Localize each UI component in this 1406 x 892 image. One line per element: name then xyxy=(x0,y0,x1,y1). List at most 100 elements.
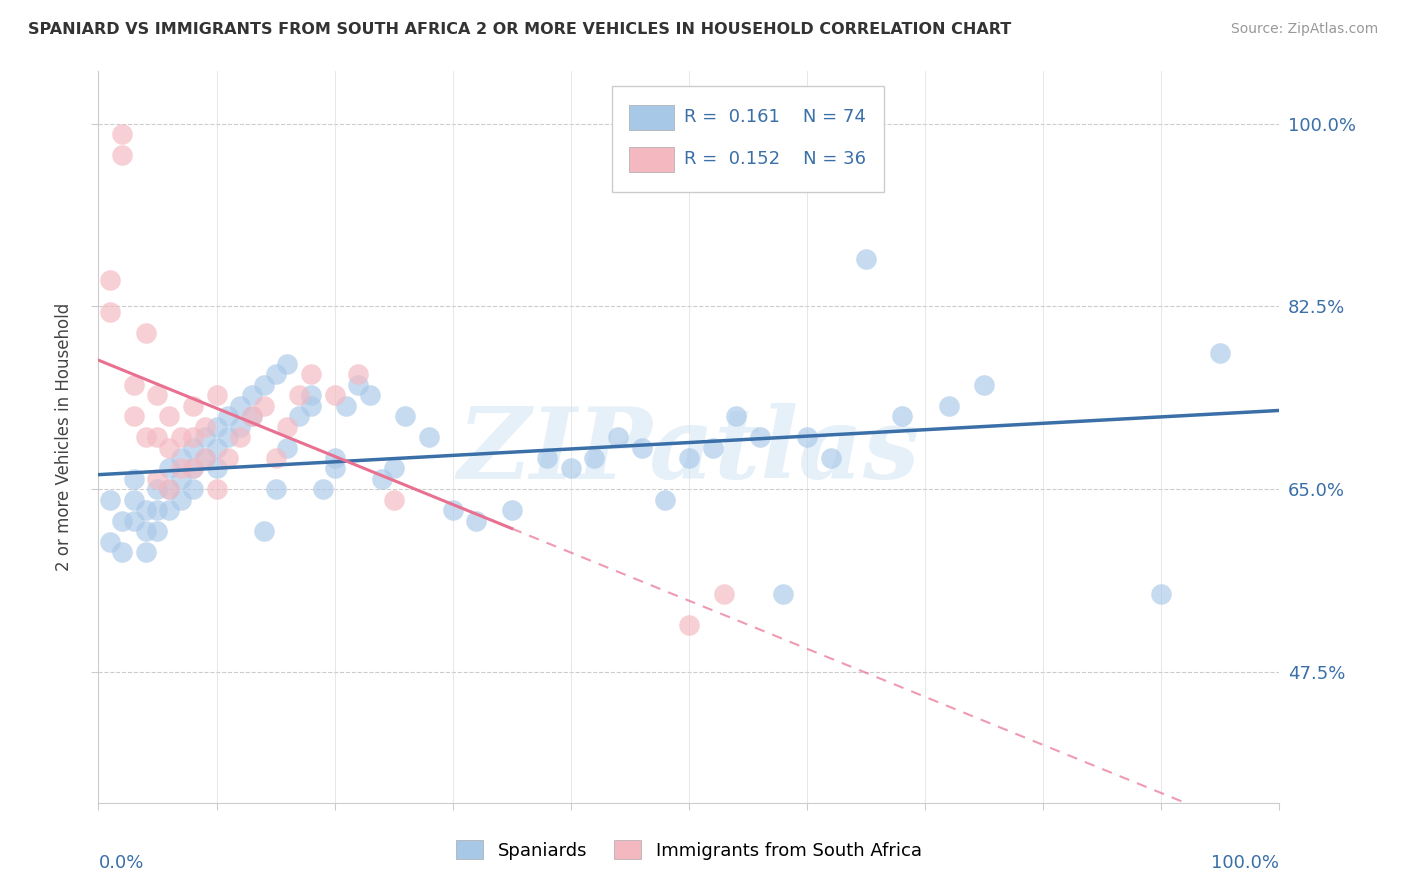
FancyBboxPatch shape xyxy=(628,105,673,130)
Point xyxy=(146,503,169,517)
Text: Source: ZipAtlas.com: Source: ZipAtlas.com xyxy=(1230,22,1378,37)
Point xyxy=(111,545,134,559)
Point xyxy=(418,430,440,444)
Point xyxy=(725,409,748,424)
Point xyxy=(181,430,204,444)
Point xyxy=(146,483,169,497)
Point xyxy=(205,483,228,497)
Point xyxy=(122,514,145,528)
Text: 100.0%: 100.0% xyxy=(1212,854,1279,872)
Point xyxy=(855,252,877,267)
Point xyxy=(135,524,157,538)
Point xyxy=(312,483,335,497)
Point xyxy=(229,399,252,413)
Point xyxy=(170,430,193,444)
Point xyxy=(135,545,157,559)
Point xyxy=(170,450,193,465)
Point xyxy=(276,419,298,434)
FancyBboxPatch shape xyxy=(628,146,673,171)
Point xyxy=(1209,346,1232,360)
Point xyxy=(276,441,298,455)
Point xyxy=(678,618,700,632)
Point xyxy=(441,503,464,517)
Point xyxy=(217,409,239,424)
Point xyxy=(157,503,180,517)
Point xyxy=(146,388,169,402)
Point xyxy=(276,357,298,371)
Point xyxy=(98,273,121,287)
Point xyxy=(122,472,145,486)
Point xyxy=(253,524,276,538)
Point xyxy=(157,483,180,497)
Point xyxy=(181,461,204,475)
Point xyxy=(382,461,405,475)
Point xyxy=(820,450,842,465)
Point xyxy=(98,534,121,549)
Point xyxy=(465,514,488,528)
Point xyxy=(111,127,134,141)
Point xyxy=(264,483,287,497)
FancyBboxPatch shape xyxy=(612,86,884,192)
Point xyxy=(299,399,322,413)
Point xyxy=(217,450,239,465)
Point xyxy=(288,388,311,402)
Point xyxy=(607,430,630,444)
Point xyxy=(394,409,416,424)
Point xyxy=(1150,587,1173,601)
Point xyxy=(194,419,217,434)
Point xyxy=(702,441,724,455)
Text: R =  0.161    N = 74: R = 0.161 N = 74 xyxy=(685,109,866,127)
Text: ZIPatlas: ZIPatlas xyxy=(458,403,920,500)
Point xyxy=(111,514,134,528)
Point xyxy=(253,377,276,392)
Point xyxy=(583,450,606,465)
Point xyxy=(654,492,676,507)
Text: SPANIARD VS IMMIGRANTS FROM SOUTH AFRICA 2 OR MORE VEHICLES IN HOUSEHOLD CORRELA: SPANIARD VS IMMIGRANTS FROM SOUTH AFRICA… xyxy=(28,22,1011,37)
Point xyxy=(560,461,582,475)
Point xyxy=(98,304,121,318)
Point xyxy=(382,492,405,507)
Point xyxy=(253,399,276,413)
Point xyxy=(157,409,180,424)
Point xyxy=(205,419,228,434)
Point xyxy=(335,399,357,413)
Point xyxy=(122,492,145,507)
Point xyxy=(205,441,228,455)
Point xyxy=(205,461,228,475)
Point xyxy=(630,441,652,455)
Point xyxy=(713,587,735,601)
Point xyxy=(194,430,217,444)
Point xyxy=(678,450,700,465)
Point xyxy=(347,368,370,382)
Point xyxy=(170,461,193,475)
Point xyxy=(194,450,217,465)
Point xyxy=(135,503,157,517)
Point xyxy=(217,430,239,444)
Point xyxy=(146,430,169,444)
Point xyxy=(181,483,204,497)
Point xyxy=(240,388,263,402)
Point xyxy=(98,492,121,507)
Point xyxy=(299,388,322,402)
Point xyxy=(973,377,995,392)
Point xyxy=(264,450,287,465)
Point xyxy=(323,461,346,475)
Point xyxy=(323,450,346,465)
Point xyxy=(170,492,193,507)
Point xyxy=(371,472,394,486)
Point xyxy=(122,377,145,392)
Point xyxy=(135,326,157,340)
Point xyxy=(194,450,217,465)
Point xyxy=(205,388,228,402)
Point xyxy=(347,377,370,392)
Point xyxy=(748,430,770,444)
Text: R =  0.152    N = 36: R = 0.152 N = 36 xyxy=(685,150,866,168)
Point xyxy=(264,368,287,382)
Point xyxy=(181,441,204,455)
Point xyxy=(122,409,145,424)
Point xyxy=(181,461,204,475)
Point xyxy=(146,472,169,486)
Point xyxy=(135,430,157,444)
Point xyxy=(890,409,912,424)
Point xyxy=(146,524,169,538)
